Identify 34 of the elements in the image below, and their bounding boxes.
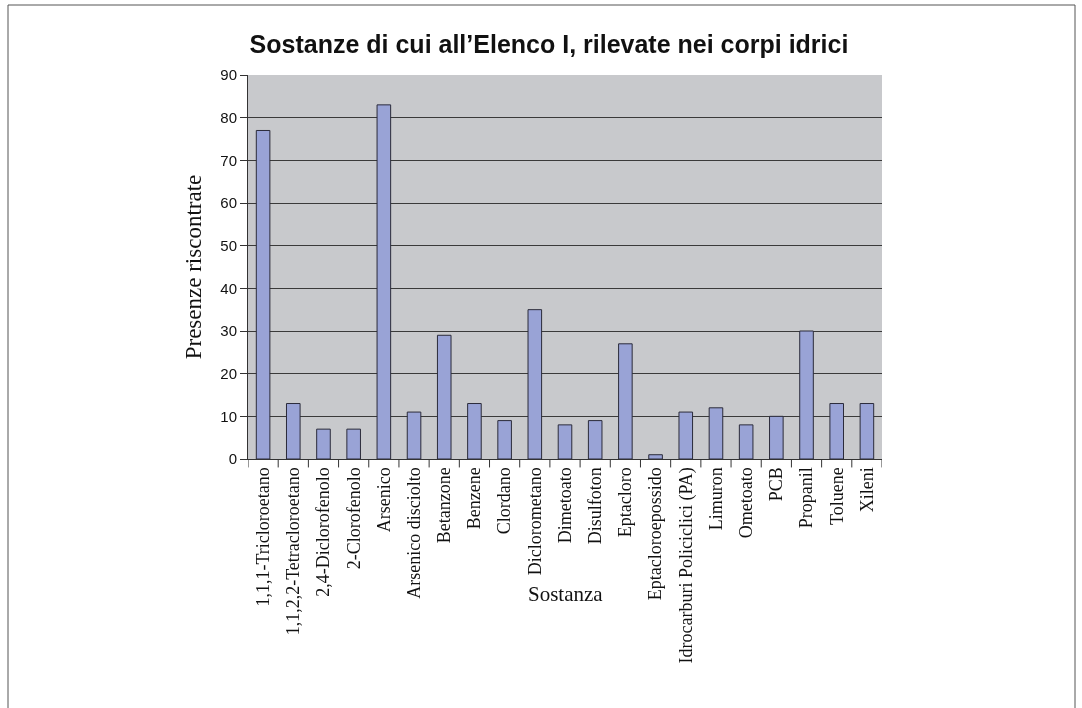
x-tick-label: Dimetoato — [554, 467, 575, 544]
x-tick-label: Benzene — [464, 467, 485, 530]
x-tick-label: Idrocarburi Policiclici (PA) — [675, 467, 697, 664]
x-tick-label: Xileni — [856, 467, 877, 513]
y-tick-label: 60 — [220, 194, 237, 212]
y-axis-title: Presenze riscontrate — [180, 174, 206, 360]
x-tick-label: Propanil — [796, 467, 817, 529]
x-tick-label: Eptacloroepossido — [645, 467, 666, 601]
x-tick-label: Arsenico — [373, 467, 394, 533]
chart-title: Sostanze di cui all’Elenco I, rilevate nei corpi idrici — [249, 29, 849, 58]
y-tick-label: 70 — [220, 151, 237, 169]
x-tick-label: Diclorometano — [524, 467, 545, 576]
x-tick-label: Clordano — [494, 467, 515, 535]
x-tick-label: 2,4-Diclorofenolo — [313, 467, 334, 597]
x-tick-label: Limuron — [705, 467, 726, 531]
x-axis-title: Sostanza — [528, 582, 604, 606]
x-tick-label: Ometoato — [735, 467, 756, 539]
y-tick-label: 10 — [220, 407, 237, 425]
y-tick-label: 30 — [220, 322, 237, 340]
y-tick-label: 50 — [220, 236, 237, 254]
y-tick-label: 40 — [220, 279, 237, 297]
y-tick-label: 20 — [220, 364, 237, 382]
y-tick-label: 0 — [228, 450, 237, 468]
x-tick-label: 1,1,1-Tricloroetano — [252, 467, 273, 607]
x-tick-label: Arsenico disciolto — [403, 467, 424, 599]
y-tick-label: 80 — [220, 108, 237, 126]
y-tick-label: 90 — [220, 66, 237, 84]
x-tick-label: Toluene — [826, 467, 847, 525]
x-tick-label: Eptacloro — [615, 467, 636, 538]
x-tick-label: Betanzone — [434, 467, 455, 544]
x-tick-label: Disulfoton — [585, 467, 606, 545]
x-tick-label: 1,1,2,2-Tetracloroetano — [283, 467, 304, 636]
x-tick-label: PCB — [766, 467, 787, 502]
x-tick-label: 2-Clorofenolo — [343, 467, 364, 570]
